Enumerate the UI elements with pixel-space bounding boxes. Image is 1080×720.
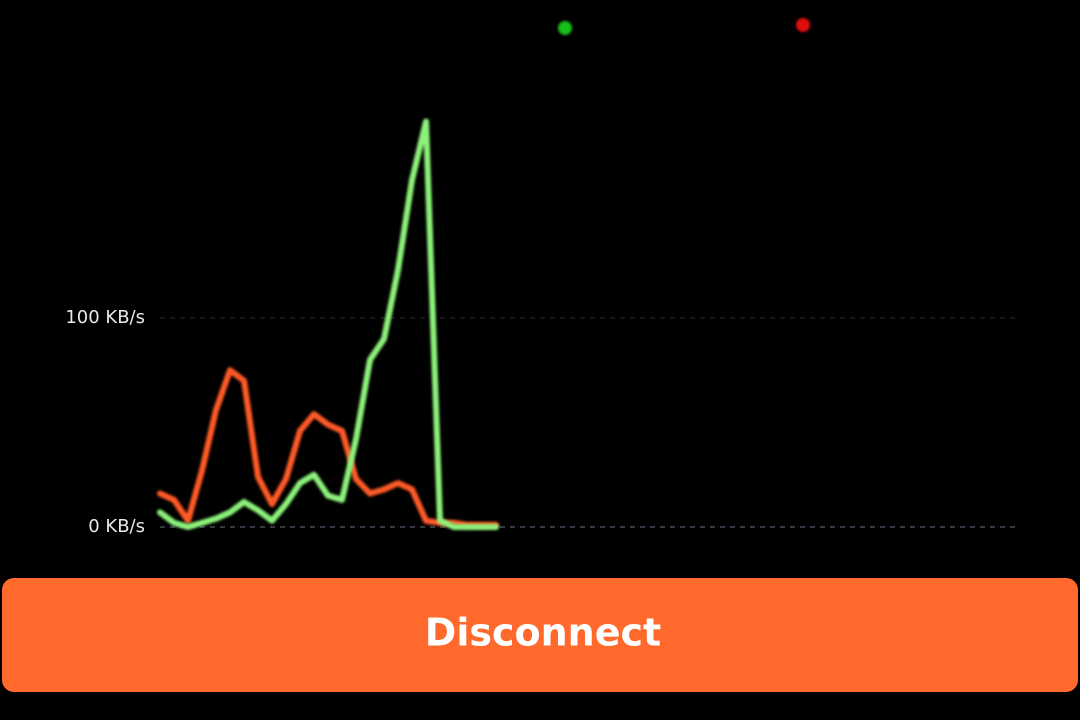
legend-dot xyxy=(796,18,810,32)
chart: 0 KB/s 100 KB/s xyxy=(65,118,1020,537)
disconnect-button[interactable]: Disconnect xyxy=(2,578,1078,692)
y-tick-label: 0 KB/s xyxy=(88,516,145,537)
y-tick-label: 100 KB/s xyxy=(65,307,145,328)
legend-dot xyxy=(558,21,572,35)
button-label[interactable]: Disconnect xyxy=(425,611,661,655)
series-line xyxy=(157,118,499,530)
button-background[interactable] xyxy=(2,578,1078,692)
